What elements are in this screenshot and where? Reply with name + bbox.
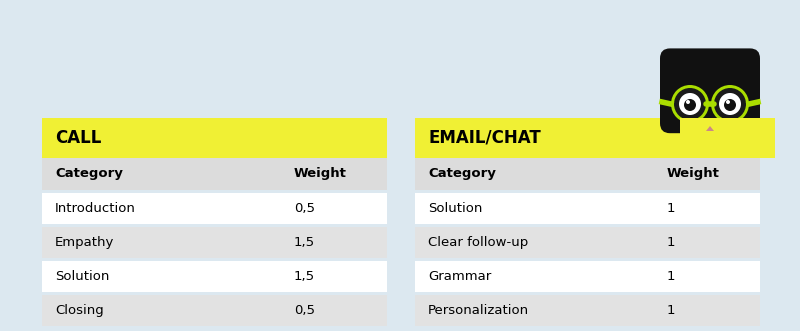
Circle shape bbox=[714, 88, 746, 120]
Text: 1: 1 bbox=[667, 202, 675, 215]
FancyBboxPatch shape bbox=[415, 261, 760, 292]
Text: 1: 1 bbox=[667, 270, 675, 283]
Text: 1: 1 bbox=[667, 304, 675, 317]
FancyBboxPatch shape bbox=[415, 295, 760, 326]
Text: 1: 1 bbox=[667, 236, 675, 249]
FancyBboxPatch shape bbox=[42, 118, 387, 158]
Text: Introduction: Introduction bbox=[55, 202, 136, 215]
FancyBboxPatch shape bbox=[42, 193, 387, 224]
Polygon shape bbox=[706, 126, 714, 131]
Text: Solution: Solution bbox=[428, 202, 482, 215]
Text: Category: Category bbox=[428, 167, 496, 180]
Circle shape bbox=[711, 85, 749, 123]
Text: Weight: Weight bbox=[294, 167, 346, 180]
Text: EMAIL/CHAT: EMAIL/CHAT bbox=[428, 129, 541, 147]
FancyBboxPatch shape bbox=[42, 227, 387, 258]
Text: CALL: CALL bbox=[55, 129, 102, 147]
Circle shape bbox=[684, 99, 696, 111]
Polygon shape bbox=[666, 66, 694, 106]
Circle shape bbox=[679, 93, 701, 115]
FancyBboxPatch shape bbox=[42, 158, 387, 190]
Text: 0,5: 0,5 bbox=[294, 202, 315, 215]
Text: Personalization: Personalization bbox=[428, 304, 529, 317]
FancyBboxPatch shape bbox=[415, 158, 760, 190]
Circle shape bbox=[719, 93, 741, 115]
Circle shape bbox=[724, 99, 736, 111]
FancyBboxPatch shape bbox=[660, 48, 760, 133]
Text: Closing: Closing bbox=[55, 304, 104, 317]
FancyBboxPatch shape bbox=[680, 118, 775, 158]
Text: Solution: Solution bbox=[55, 270, 110, 283]
Text: 0,5: 0,5 bbox=[294, 304, 315, 317]
Text: 1,5: 1,5 bbox=[294, 270, 315, 283]
Circle shape bbox=[686, 100, 690, 104]
Circle shape bbox=[674, 88, 706, 120]
Text: Category: Category bbox=[55, 167, 123, 180]
FancyBboxPatch shape bbox=[415, 193, 760, 224]
FancyBboxPatch shape bbox=[42, 295, 387, 326]
Circle shape bbox=[726, 100, 730, 104]
Text: Weight: Weight bbox=[667, 167, 720, 180]
Text: Empathy: Empathy bbox=[55, 236, 114, 249]
Text: 1,5: 1,5 bbox=[294, 236, 315, 249]
Text: Grammar: Grammar bbox=[428, 270, 491, 283]
Polygon shape bbox=[726, 66, 754, 106]
FancyBboxPatch shape bbox=[415, 118, 760, 158]
FancyBboxPatch shape bbox=[415, 227, 760, 258]
FancyBboxPatch shape bbox=[42, 261, 387, 292]
Circle shape bbox=[671, 85, 709, 123]
Text: Clear follow-up: Clear follow-up bbox=[428, 236, 528, 249]
